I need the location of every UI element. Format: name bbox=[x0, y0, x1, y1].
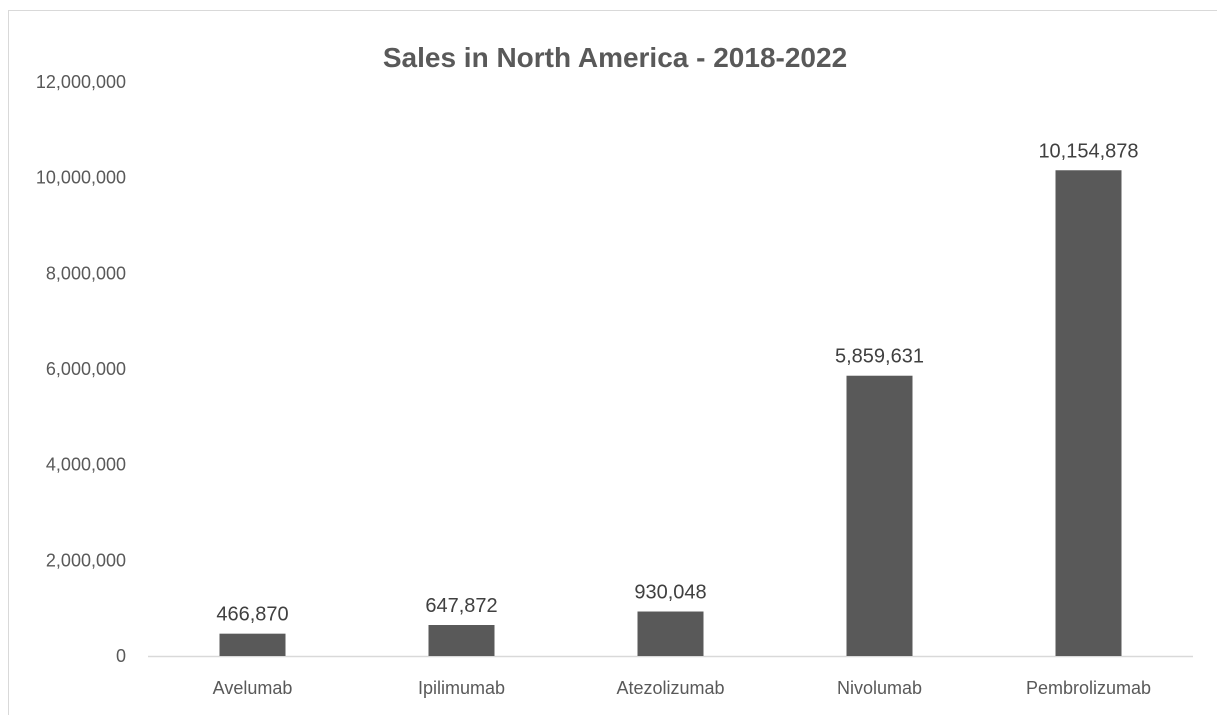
chart-frame bbox=[8, 10, 1217, 715]
x-tick-label: Pembrolizumab bbox=[1026, 678, 1151, 698]
y-tick-label: 0 bbox=[116, 646, 126, 666]
x-tick-label: Avelumab bbox=[213, 678, 293, 698]
data-label-ipilimumab: 647,872 bbox=[425, 595, 497, 617]
y-axis: 0 2,000,000 4,000,000 6,000,000 8,000,000 10,… bbox=[36, 72, 126, 666]
y-tick-label: 10,000,000 bbox=[36, 168, 126, 188]
y-tick-label: 4,000,000 bbox=[46, 455, 126, 475]
bar-atezolizumab bbox=[637, 611, 704, 656]
bar-ipilimumab bbox=[428, 625, 495, 656]
x-tick-label: Nivolumab bbox=[837, 678, 922, 698]
x-axis: Avelumab Ipilimumab Atezolizumab Nivolumab P… bbox=[148, 655, 1193, 698]
data-label-avelumab: 466,870 bbox=[216, 604, 288, 626]
data-label-atezolizumab: 930,048 bbox=[634, 582, 706, 604]
bars bbox=[219, 170, 1122, 656]
y-tick-label: 2,000,000 bbox=[46, 550, 126, 570]
y-tick-label: 6,000,000 bbox=[46, 359, 126, 379]
data-labels: 466,870 647,872 930,048 5,859,631 10,154,878 bbox=[216, 140, 1138, 625]
chart-title: Sales in North America - 2018-2022 bbox=[383, 42, 847, 73]
y-tick-label: 12,000,000 bbox=[36, 72, 126, 92]
bar-nivolumab bbox=[846, 375, 913, 656]
bar-avelumab bbox=[219, 633, 286, 656]
x-tick-label: Atezolizumab bbox=[616, 678, 724, 698]
data-label-nivolumab: 5,859,631 bbox=[835, 346, 924, 368]
bar-pembrolizumab bbox=[1055, 170, 1122, 656]
y-tick-label: 8,000,000 bbox=[46, 263, 126, 283]
data-label-pembrolizumab: 10,154,878 bbox=[1038, 140, 1138, 162]
x-tick-label: Ipilimumab bbox=[418, 678, 505, 698]
